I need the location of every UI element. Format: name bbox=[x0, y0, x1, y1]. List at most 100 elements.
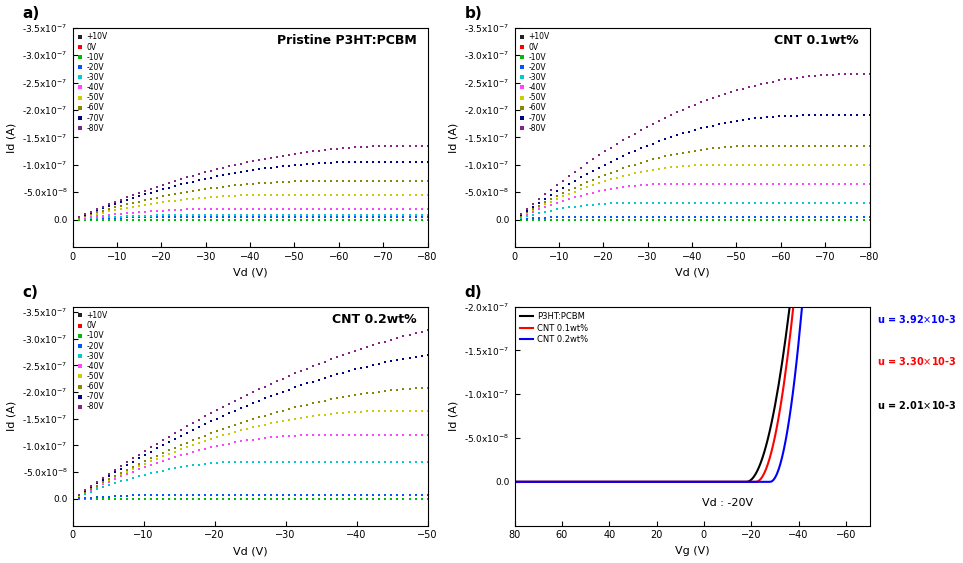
CNT 0.1wt% bbox=[603, 479, 614, 485]
-40V bbox=[66, 495, 78, 502]
-50V bbox=[714, 162, 725, 168]
-60V bbox=[66, 495, 78, 502]
+10V bbox=[612, 216, 623, 223]
-30V bbox=[66, 216, 78, 223]
-40V bbox=[629, 182, 640, 189]
-80V bbox=[290, 150, 301, 157]
-20V bbox=[636, 213, 647, 220]
-70V bbox=[612, 155, 623, 162]
+10V bbox=[623, 216, 635, 223]
Text: CNT 0.2wt%: CNT 0.2wt% bbox=[332, 313, 417, 326]
-60V bbox=[127, 200, 139, 207]
-30V bbox=[508, 216, 520, 223]
-60V bbox=[623, 163, 635, 170]
+10V bbox=[599, 216, 611, 223]
-20V bbox=[194, 214, 205, 221]
-10V bbox=[623, 216, 635, 223]
-80V bbox=[181, 174, 193, 181]
-40V bbox=[223, 205, 235, 212]
Line: +10V: +10V bbox=[71, 218, 429, 221]
-10V bbox=[181, 495, 193, 502]
CNT 0.2wt% bbox=[508, 479, 520, 485]
-70V bbox=[127, 458, 139, 465]
Line: -30V: -30V bbox=[513, 202, 871, 221]
-60V bbox=[755, 142, 767, 149]
0V bbox=[169, 495, 181, 502]
-30V bbox=[181, 463, 193, 470]
-20V bbox=[617, 213, 629, 220]
-20V bbox=[127, 492, 139, 499]
+10V bbox=[422, 495, 433, 502]
-20V bbox=[157, 491, 169, 498]
Line: -60V: -60V bbox=[71, 180, 429, 221]
CNT 0.1wt% bbox=[523, 479, 534, 485]
+10V bbox=[169, 495, 181, 502]
-50V bbox=[629, 170, 640, 177]
-70V bbox=[127, 195, 139, 202]
+10V bbox=[127, 495, 139, 502]
-40V bbox=[169, 454, 181, 461]
-50V bbox=[612, 175, 623, 181]
-50V bbox=[599, 178, 611, 185]
-70V bbox=[599, 161, 611, 168]
0V bbox=[290, 495, 301, 502]
-80V bbox=[864, 71, 875, 78]
Line: +10V: +10V bbox=[513, 218, 871, 221]
Text: u = 3.92$\times$10-3: u = 3.92$\times$10-3 bbox=[876, 313, 956, 325]
-50V bbox=[422, 408, 433, 414]
-20V bbox=[508, 216, 520, 223]
-50V bbox=[187, 441, 198, 448]
-70V bbox=[187, 427, 198, 434]
X-axis label: Vg (V): Vg (V) bbox=[675, 546, 710, 556]
-20V bbox=[194, 491, 205, 498]
-70V bbox=[355, 159, 367, 166]
CNT 0.2wt% bbox=[531, 479, 542, 485]
+10V bbox=[422, 216, 433, 223]
-20V bbox=[187, 491, 198, 498]
-40V bbox=[623, 183, 635, 190]
+10V bbox=[629, 216, 640, 223]
Legend: +10V, 0V, -10V, -20V, -30V, -40V, -50V, -60V, -70V, -80V: +10V, 0V, -10V, -20V, -30V, -40V, -50V, … bbox=[74, 308, 111, 414]
-60V bbox=[181, 440, 193, 446]
-70V bbox=[66, 495, 78, 502]
-30V bbox=[157, 467, 169, 474]
Text: Vd : -20V: Vd : -20V bbox=[702, 498, 753, 508]
Y-axis label: Id (A): Id (A) bbox=[449, 401, 459, 431]
Legend: +10V, 0V, -10V, -20V, -30V, -40V, -50V, -60V, -70V, -80V: +10V, 0V, -10V, -20V, -30V, -40V, -50V, … bbox=[74, 29, 111, 136]
Line: -10V: -10V bbox=[513, 218, 871, 221]
-20V bbox=[169, 491, 181, 498]
-20V bbox=[163, 214, 174, 221]
-10V bbox=[731, 216, 742, 223]
-80V bbox=[846, 71, 857, 78]
-10V bbox=[157, 216, 169, 223]
Line: -20V: -20V bbox=[71, 493, 429, 501]
-30V bbox=[247, 458, 259, 465]
-70V bbox=[169, 436, 181, 443]
+10V bbox=[157, 216, 169, 223]
0V bbox=[422, 216, 433, 223]
Line: P3HT:PCBM: P3HT:PCBM bbox=[514, 0, 870, 482]
Line: CNT 0.1wt%: CNT 0.1wt% bbox=[514, 0, 870, 482]
0V bbox=[864, 216, 875, 223]
Line: -60V: -60V bbox=[513, 144, 871, 221]
Legend: +10V, 0V, -10V, -20V, -30V, -40V, -50V, -60V, -70V, -80V: +10V, 0V, -10V, -20V, -30V, -40V, -50V, … bbox=[516, 29, 553, 136]
0V bbox=[181, 495, 193, 502]
-50V bbox=[422, 191, 433, 198]
-70V bbox=[731, 118, 742, 124]
CNT 0.2wt% bbox=[603, 479, 614, 485]
Text: d): d) bbox=[465, 285, 482, 300]
-20V bbox=[581, 213, 592, 220]
-60V bbox=[157, 450, 169, 457]
-10V bbox=[629, 216, 640, 223]
-10V bbox=[181, 216, 193, 223]
-60V bbox=[187, 187, 198, 194]
-40V bbox=[296, 205, 307, 212]
-40V bbox=[187, 449, 198, 455]
-20V bbox=[864, 213, 875, 220]
Line: -30V: -30V bbox=[71, 214, 429, 221]
-50V bbox=[66, 216, 78, 223]
0V bbox=[181, 216, 193, 223]
-50V bbox=[181, 444, 193, 450]
-40V bbox=[66, 216, 78, 223]
-60V bbox=[127, 464, 139, 471]
